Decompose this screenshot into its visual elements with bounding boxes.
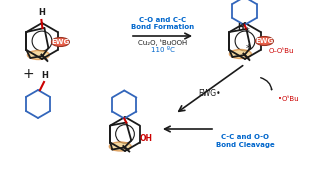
Ellipse shape bbox=[51, 37, 69, 46]
Text: H: H bbox=[42, 71, 49, 80]
Text: +: + bbox=[22, 67, 34, 81]
Ellipse shape bbox=[229, 50, 251, 59]
Text: O–OᵗBu: O–OᵗBu bbox=[269, 48, 294, 54]
Ellipse shape bbox=[28, 50, 49, 60]
Ellipse shape bbox=[109, 142, 131, 151]
Text: Bond Formation: Bond Formation bbox=[131, 24, 194, 30]
Text: EWG•: EWG• bbox=[199, 90, 221, 98]
Text: C-C and O-O: C-C and O-O bbox=[221, 134, 269, 140]
Text: C-O and C-C: C-O and C-C bbox=[139, 17, 186, 23]
Text: Bond Cleavage: Bond Cleavage bbox=[216, 142, 275, 148]
Text: EWG: EWG bbox=[255, 38, 274, 44]
Text: *: * bbox=[245, 27, 250, 37]
Ellipse shape bbox=[255, 36, 274, 46]
Text: Cu₂O, ᵗBuOOH: Cu₂O, ᵗBuOOH bbox=[138, 40, 187, 46]
Text: H: H bbox=[237, 22, 244, 32]
Text: OH: OH bbox=[139, 134, 152, 143]
Text: 110 ºC: 110 ºC bbox=[151, 47, 174, 53]
Text: EWG: EWG bbox=[51, 39, 69, 45]
Text: *: * bbox=[246, 44, 251, 54]
Text: H: H bbox=[38, 8, 45, 17]
Text: •OᵗBu: •OᵗBu bbox=[278, 96, 299, 102]
FancyArrowPatch shape bbox=[261, 78, 272, 90]
